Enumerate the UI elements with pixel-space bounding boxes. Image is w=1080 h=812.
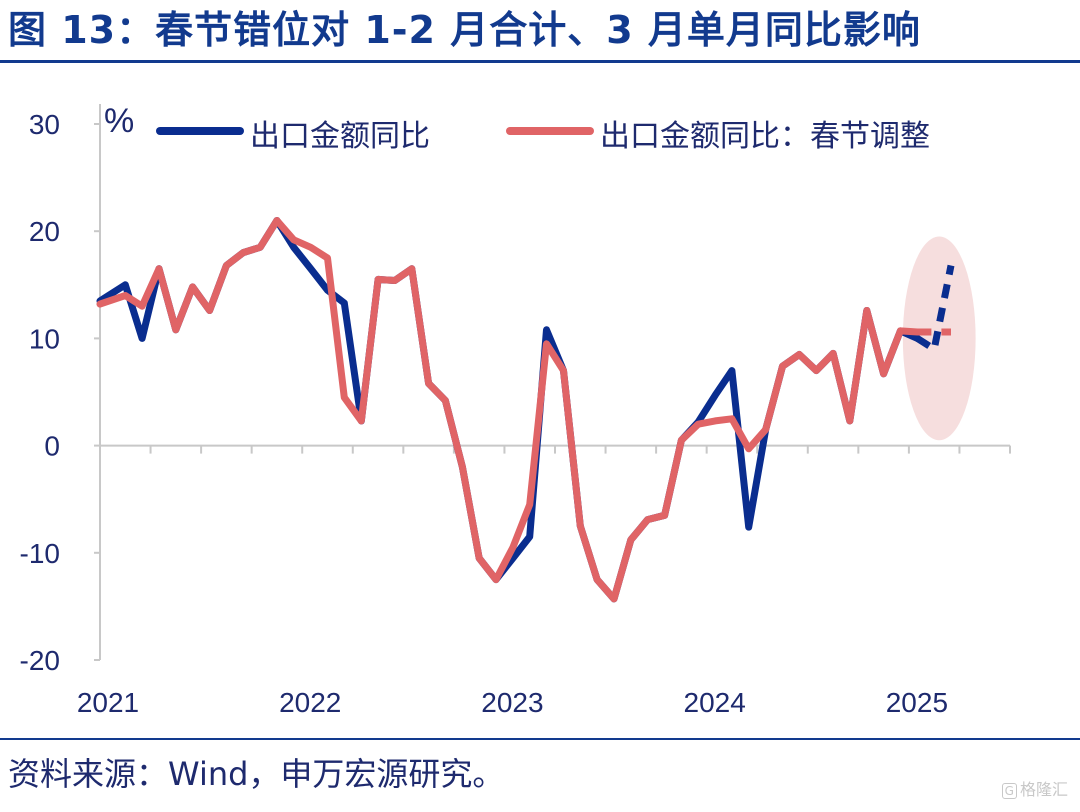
source-divider (0, 738, 1080, 740)
y-tick-label: 20 (29, 216, 60, 247)
y-tick-label: 30 (29, 109, 60, 140)
x-tick-label: 2024 (684, 687, 746, 718)
series-layer (96, 217, 955, 603)
x-tick-label: 2025 (886, 687, 948, 718)
y-tick-label: 10 (29, 323, 60, 354)
x-tick-label: 2022 (279, 687, 341, 718)
series-line-1 (96, 217, 921, 603)
legend-layer: 出口金额同比 出口金额同比：春节调整 (156, 119, 930, 154)
y-tick-label: -10 (20, 538, 60, 569)
x-tick-label: 2023 (481, 687, 543, 718)
page-title: 图 13：春节错位对 1-2 月合计、3 月单月同比影响 (8, 8, 921, 52)
legend-label-series1: 出口金额同比 (250, 119, 430, 154)
line-chart: 30 20 10 0 -10 -20 2021 2022 2023 2024 2025 出口金额同比… (20, 102, 1011, 718)
title-divider (0, 60, 1080, 63)
legend-label-series2: 出口金额同比：春节调整 (600, 119, 930, 154)
watermark: G 格隆汇 (1001, 776, 1068, 800)
axis-layer: 30 20 10 0 -10 -20 2021 2022 2023 2024 2025 (20, 104, 1011, 718)
watermark-text: 格隆汇 (1019, 780, 1068, 799)
y-tick-label: 0 (44, 431, 60, 462)
y-axis-unit: % (104, 102, 134, 140)
source-note: 资料来源：Wind，申万宏源研究。 (8, 755, 505, 793)
watermark-logo-icon: G (1001, 783, 1017, 799)
y-tick-label: -20 (20, 645, 60, 676)
x-tick-label: 2021 (77, 687, 139, 718)
series-line-2 (915, 264, 955, 353)
